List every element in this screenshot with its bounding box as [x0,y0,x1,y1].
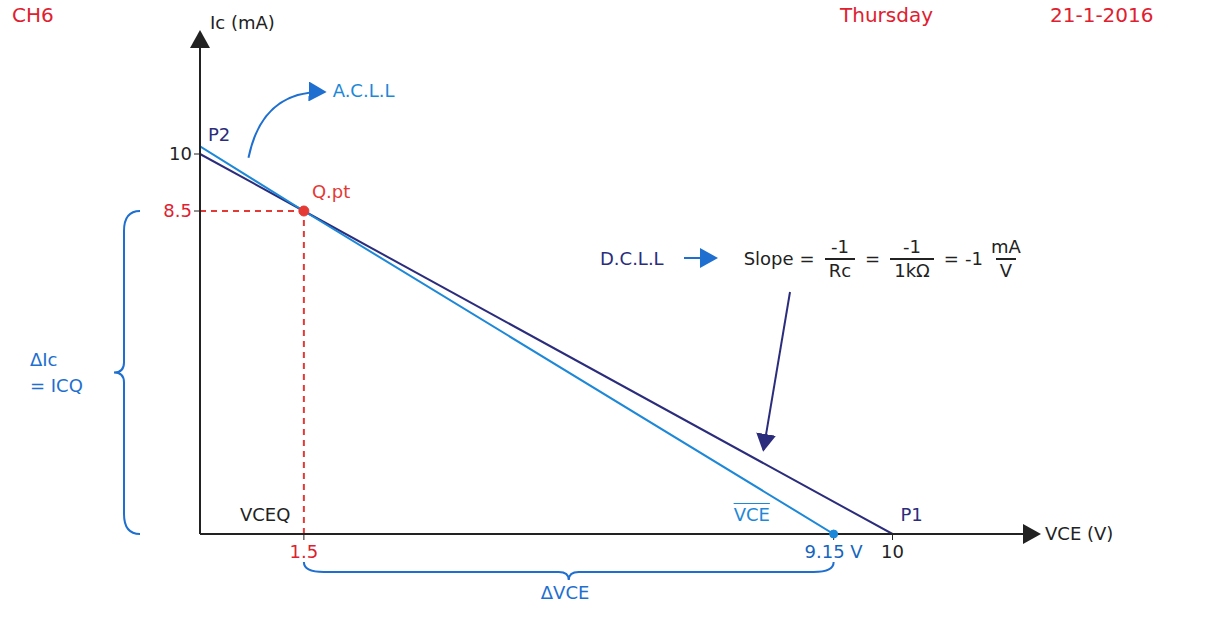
html-text:P2: P2 [208,124,231,145]
html-text:= ICQ: = ICQ [30,374,83,396]
html-text:P1: P1 [900,504,923,525]
html-text:VCE: VCE [733,504,770,525]
html-text:Ic (mA): Ic (mA) [210,12,275,33]
svg-text:10: 10 [169,143,192,164]
html-text:Thursday: Thursday [840,3,933,27]
html-text:ΔIc: ΔIc [30,348,58,370]
svg-text:10: 10 [881,541,904,562]
html-text:D.C.L.L: D.C.L.L [600,248,664,269]
html-text:Rc: Rc [828,260,852,281]
html-text:VCE (V): VCE (V) [1045,523,1114,544]
svg-text:1.5: 1.5 [290,541,319,562]
html-text:Slope =: Slope = [743,248,815,269]
html-text:VCEQ: VCEQ [239,504,291,525]
html-text:Q.pt: Q.pt [311,181,351,202]
html-text:V: V [999,260,1012,281]
html-text:A.C.L.L: A.C.L.L [332,80,395,101]
html-text:ΔVCE: ΔVCE [540,582,590,603]
html-text:-1: -1 [903,236,921,257]
html-text:mA: mA [990,236,1021,257]
svg-text:9.15 V: 9.15 V [805,541,864,562]
html-text:21-1-2016: 21-1-2016 [1050,3,1154,27]
html-text:1kΩ: 1kΩ [894,260,930,281]
html-text:-1: -1 [830,236,849,257]
svg-text:8.5: 8.5 [163,200,192,221]
html-text:= -1: = -1 [943,248,983,269]
html-text:CH6: CH6 [12,3,54,27]
